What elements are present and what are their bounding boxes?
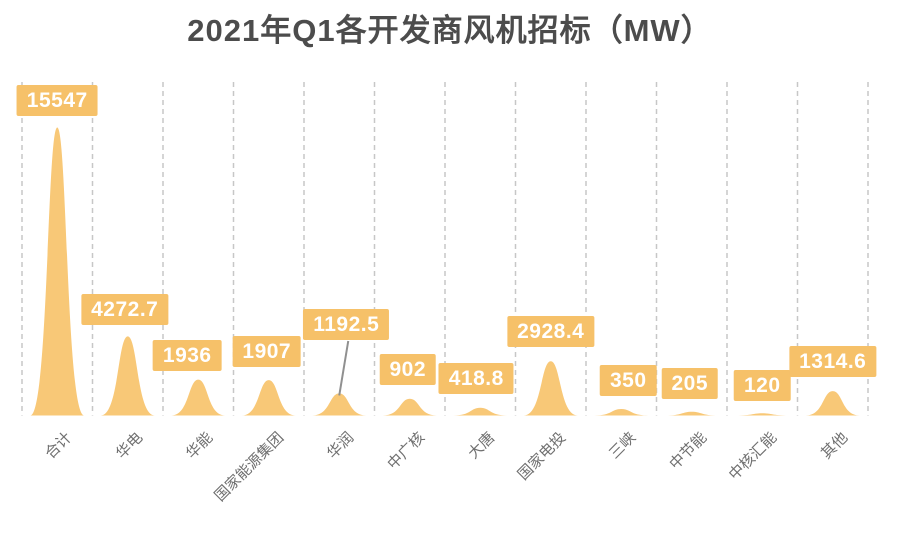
value-label: 418.8 <box>438 363 514 394</box>
peak <box>171 379 226 416</box>
value-label: 120 <box>733 370 791 401</box>
peak <box>523 361 578 416</box>
peak <box>664 411 719 416</box>
value-label: 4272.7 <box>81 294 169 325</box>
value-label: 2928.4 <box>507 316 595 347</box>
peak <box>100 336 155 416</box>
value-label: 205 <box>661 368 719 399</box>
value-label: 350 <box>599 365 657 396</box>
value-label: 1936 <box>152 340 222 371</box>
peak <box>241 380 296 416</box>
value-label: 1192.5 <box>303 309 390 340</box>
leader-line <box>338 340 350 396</box>
value-label: 1907 <box>232 336 302 367</box>
value-label: 1314.6 <box>789 346 877 377</box>
peak <box>735 413 790 416</box>
value-label: 902 <box>379 354 437 385</box>
peak <box>30 127 85 416</box>
peak <box>312 393 367 416</box>
peak <box>382 398 437 416</box>
chart-title: 2021年Q1各开发商风机招标（MW） <box>187 13 713 48</box>
peak <box>805 391 860 416</box>
peak <box>594 409 649 416</box>
value-label: 15547 <box>16 85 98 116</box>
peak <box>453 407 508 416</box>
